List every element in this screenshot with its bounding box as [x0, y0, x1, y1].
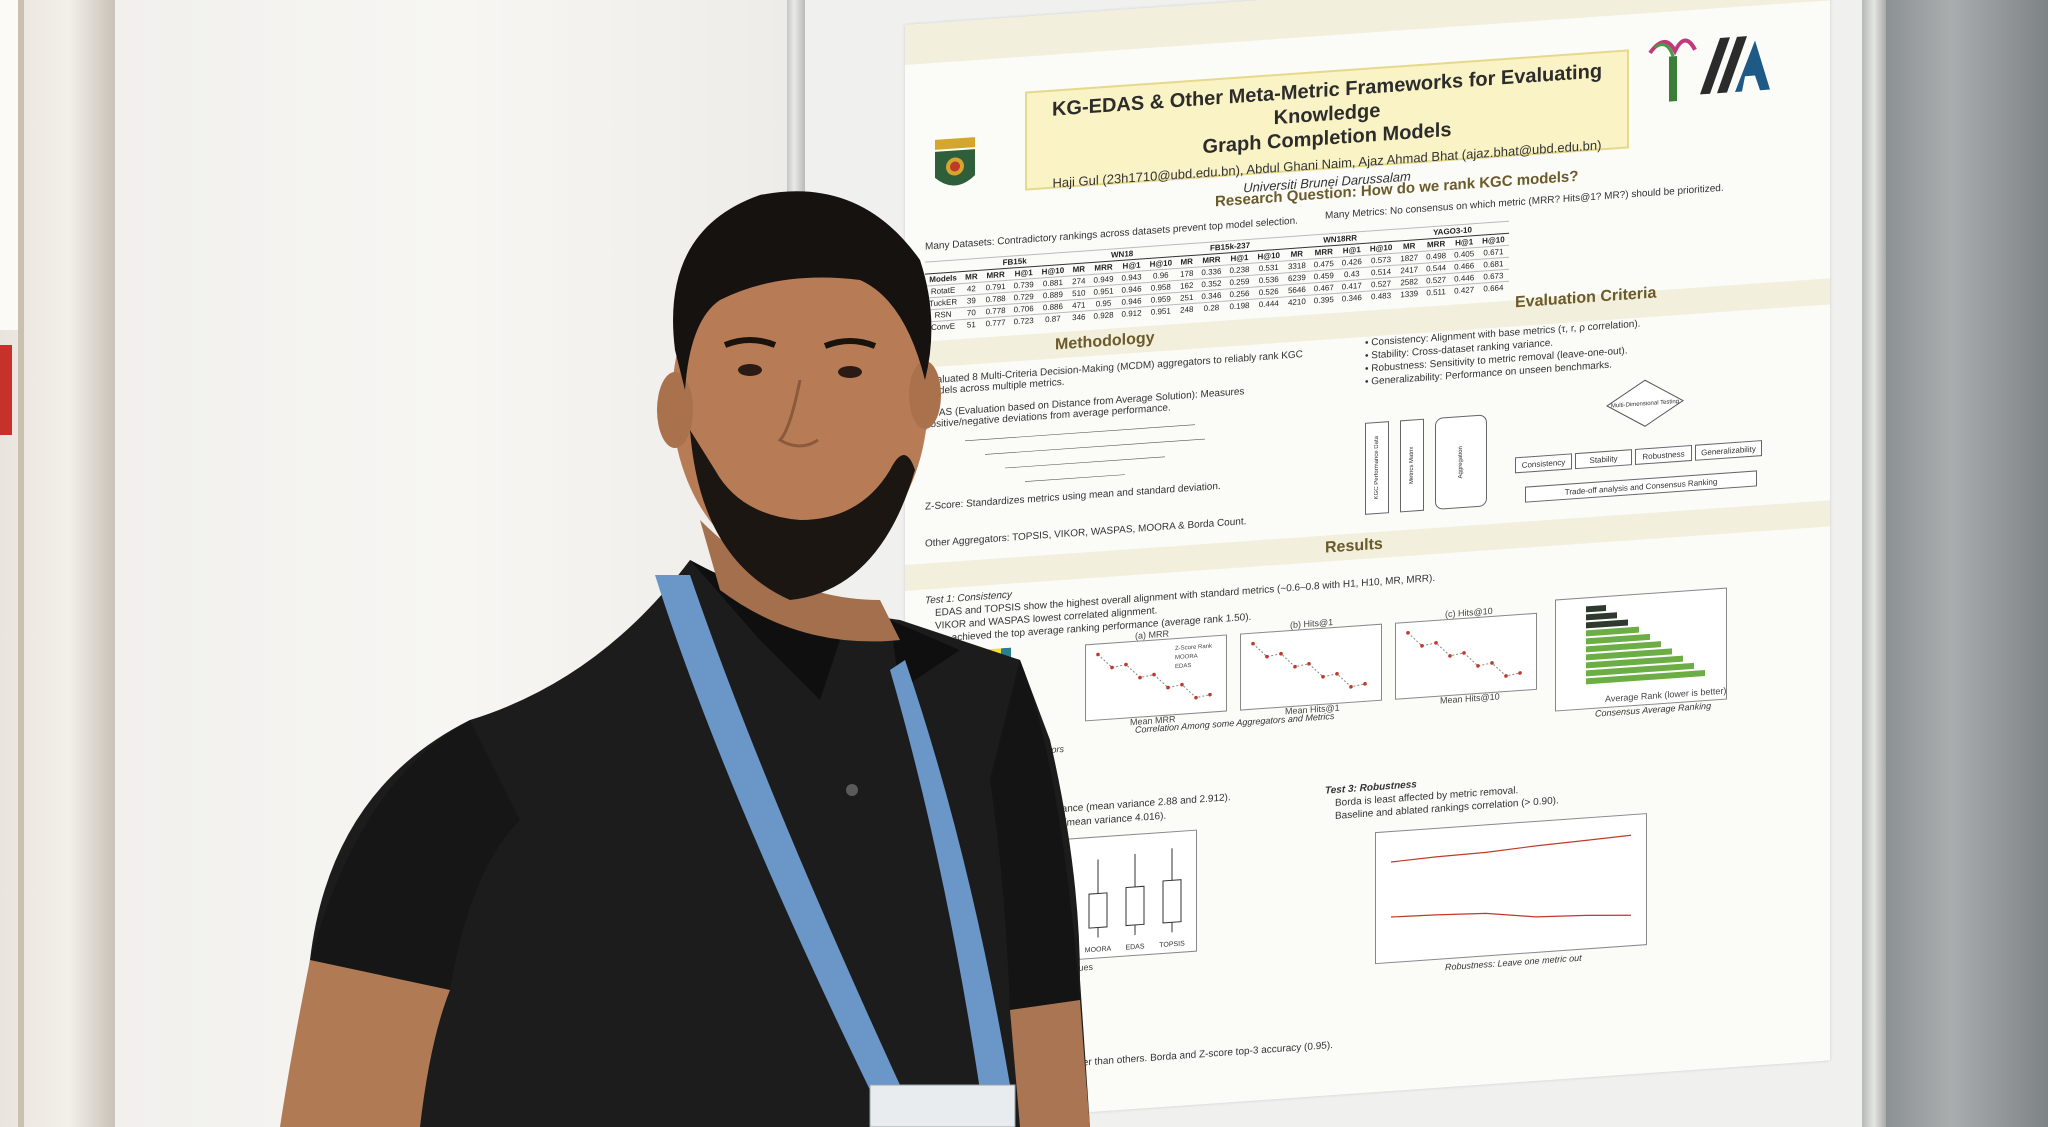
left-wall-strip — [18, 0, 24, 1127]
correlation-point — [1124, 662, 1128, 667]
correlation-point — [1307, 661, 1311, 666]
correlation-plots: (a) MRR Mean MRR (b) Hits@1 Mean Hits@1 (c) … — [905, 0, 1830, 727]
correlation-point — [1265, 654, 1269, 659]
correlation-plot-marks — [1096, 652, 1212, 700]
edas-formulas — [965, 424, 1205, 482]
correlation-point — [1504, 674, 1508, 678]
correlation-point — [1420, 644, 1424, 648]
correlation-plot — [1085, 634, 1227, 722]
boxplot-box — [1162, 879, 1182, 924]
robustness-lines — [1390, 834, 1632, 918]
correlation-point — [1434, 641, 1438, 645]
consensus-bar — [1586, 612, 1617, 621]
correlation-plot-marks — [1406, 631, 1522, 678]
correlation-plot — [1240, 623, 1382, 711]
diagram-multi-dim-testing: Multi-Dimensional Testing — [1606, 379, 1684, 427]
conference-logo-icon — [1648, 36, 1770, 102]
correlation-point — [1490, 661, 1494, 665]
consensus-bar — [1586, 648, 1672, 661]
consensus-bar — [1586, 633, 1650, 645]
robustness-plot — [1375, 813, 1647, 965]
correlation-point — [1251, 641, 1255, 646]
boxplot-label: TOPSIS — [1159, 940, 1185, 949]
consensus-bars — [1586, 604, 1705, 685]
correlation-point — [1194, 695, 1198, 700]
consensus-bar — [1586, 670, 1705, 685]
boxplot-box — [1088, 892, 1108, 929]
correlation-point — [1279, 651, 1283, 656]
consensus-ranking-plot — [1555, 587, 1727, 712]
diagram-label-testing: Multi-Dimensional Testing — [1611, 399, 1679, 410]
correlation-point — [1363, 682, 1367, 686]
consensus-bar — [1586, 604, 1606, 613]
consensus-bar — [1586, 662, 1694, 677]
correlation-point — [1138, 675, 1142, 680]
boxplot-box — [1125, 885, 1145, 927]
board-frame — [1862, 0, 1886, 1127]
correlation-point — [1321, 674, 1325, 679]
correlation-point — [1476, 664, 1480, 668]
correlation-point — [1110, 665, 1114, 670]
correlation-point — [1180, 682, 1184, 687]
correlation-plot-marks — [1251, 641, 1367, 689]
correlation-point — [1448, 654, 1452, 658]
boxplot-label: EDAS — [1125, 943, 1144, 951]
correlation-point — [1096, 652, 1100, 657]
correlation-plot — [1395, 612, 1537, 700]
correlation-point — [1208, 692, 1212, 697]
correlation-point — [1462, 651, 1466, 655]
left-wall-red-sign — [0, 345, 12, 435]
consensus-bar — [1586, 619, 1628, 629]
correlation-point — [1293, 664, 1297, 669]
correlation-point — [1335, 671, 1339, 676]
consensus-bar — [1586, 626, 1639, 637]
right-wall — [1886, 0, 2048, 1127]
consensus-bar — [1586, 655, 1683, 669]
consensus-bar — [1586, 641, 1661, 653]
correlation-point — [1166, 685, 1170, 690]
correlation-line — [1252, 643, 1366, 688]
university-crest-icon — [935, 137, 975, 186]
correlation-point — [1406, 631, 1410, 635]
correlation-line — [1407, 632, 1521, 677]
correlation-point — [1152, 672, 1156, 677]
boxplot-label: MOORA — [1085, 946, 1112, 955]
correlation-point — [1349, 685, 1353, 689]
correlation-point — [1518, 671, 1522, 675]
correlation-line — [1097, 654, 1211, 699]
